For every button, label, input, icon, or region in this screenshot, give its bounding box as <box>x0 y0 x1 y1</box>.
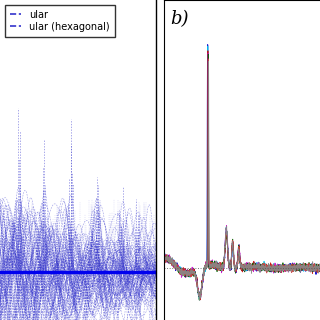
Legend: ular, ular (hexagonal): ular, ular (hexagonal) <box>5 5 115 36</box>
Text: b): b) <box>170 10 189 28</box>
